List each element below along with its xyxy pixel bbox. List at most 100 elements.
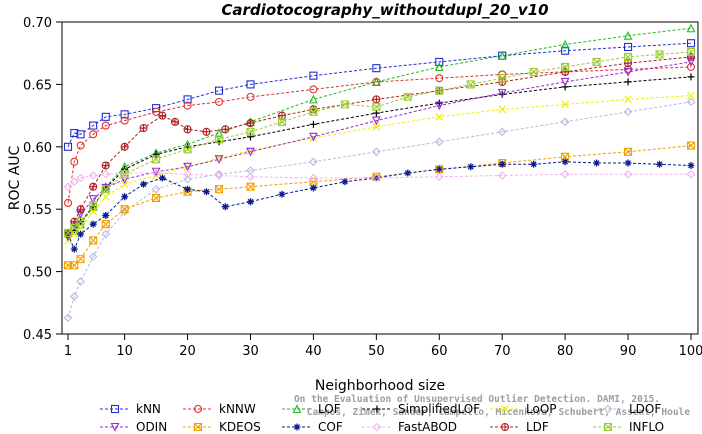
data-point <box>341 178 349 186</box>
data-point <box>152 104 161 113</box>
data-point <box>277 117 287 126</box>
data-point <box>687 162 695 170</box>
data-point <box>221 125 230 134</box>
data-point <box>214 97 224 106</box>
data-point <box>246 92 255 101</box>
data-point <box>214 128 224 138</box>
x-tick-label: 80 <box>557 344 574 359</box>
data-point <box>120 170 129 179</box>
data-point <box>560 77 570 87</box>
data-point <box>89 183 97 191</box>
x-tick-label: 30 <box>242 344 259 359</box>
y-tick-label: 0.70 <box>23 16 52 31</box>
y-axis: 0.45 0.50 0.55 0.60 0.65 0.70 <box>23 16 62 343</box>
data-point <box>120 180 129 189</box>
data-point <box>140 180 148 188</box>
data-point <box>76 141 85 150</box>
series-cof <box>64 158 695 253</box>
data-point <box>624 59 633 68</box>
data-point <box>88 171 98 180</box>
data-point <box>686 62 696 71</box>
data-point <box>686 47 696 57</box>
data-point <box>214 171 224 180</box>
data-point <box>292 404 302 414</box>
series-kdeos <box>63 141 696 270</box>
data-point <box>293 423 301 431</box>
data-point <box>89 220 97 228</box>
data-point <box>70 292 79 301</box>
data-point <box>171 118 179 126</box>
data-point <box>110 404 120 414</box>
series-layer <box>63 23 696 323</box>
data-point <box>77 230 85 238</box>
data-point <box>372 422 382 432</box>
data-point <box>309 120 317 128</box>
data-point <box>497 89 507 98</box>
data-point <box>102 162 110 170</box>
data-point <box>184 185 192 193</box>
data-point <box>603 422 613 432</box>
data-point <box>120 205 129 214</box>
data-point <box>221 203 229 211</box>
data-point <box>466 80 475 89</box>
data-point <box>623 30 633 40</box>
data-point <box>309 85 318 94</box>
data-point <box>183 101 192 110</box>
data-point <box>139 124 148 133</box>
data-point <box>70 129 79 138</box>
data-point <box>63 198 73 208</box>
data-point <box>152 150 160 158</box>
plot-frame <box>61 21 699 335</box>
y-tick-label: 0.55 <box>23 203 52 218</box>
data-point <box>183 162 192 172</box>
data-point <box>686 141 696 150</box>
data-point <box>183 174 192 184</box>
legend-label: LoOP <box>526 402 557 416</box>
data-point <box>183 95 192 104</box>
data-point <box>372 102 381 111</box>
data-point <box>467 163 475 171</box>
x-tick-label: 60 <box>431 344 448 359</box>
data-point <box>373 405 381 413</box>
legend-item-odin: ODIN <box>100 420 167 434</box>
data-point <box>246 80 255 89</box>
y-tick-label: 0.45 <box>23 328 52 343</box>
data-point <box>214 169 224 179</box>
data-point <box>76 255 85 264</box>
data-point <box>686 169 696 179</box>
x-tick-label: 70 <box>494 344 511 359</box>
data-point <box>623 107 633 117</box>
series-line <box>67 42 692 148</box>
data-point <box>101 169 111 179</box>
data-point <box>120 110 129 119</box>
chart-title: Cardiotocography_withoutdupl_20_v10 <box>221 1 548 19</box>
y-axis-label: ROC AUC <box>7 145 23 210</box>
data-point <box>686 97 696 107</box>
series-ldof <box>63 97 696 323</box>
legend-item-ldof: LDOF <box>593 402 661 416</box>
data-point <box>434 101 444 111</box>
data-point <box>183 145 192 154</box>
data-point <box>183 169 192 179</box>
data-point <box>687 91 695 100</box>
legend-item-loop: LoOP <box>490 402 557 416</box>
data-point <box>101 161 110 170</box>
data-point <box>246 127 255 136</box>
data-point <box>309 157 318 167</box>
data-point <box>593 159 601 167</box>
data-point <box>158 174 166 182</box>
data-point <box>120 207 129 216</box>
watermark-line-2: On the Evaluation of Unsupervised Outlie… <box>294 394 660 405</box>
data-point <box>309 132 318 142</box>
data-point <box>121 193 129 201</box>
x-axis-label: Neighborhood size <box>315 378 445 394</box>
data-point <box>501 423 509 431</box>
x-axis: 1 10 20 30 40 50 60 70 80 90 100 <box>64 334 702 359</box>
data-point <box>404 169 412 177</box>
x-tick-label: 100 <box>679 344 702 359</box>
data-point <box>372 122 381 131</box>
data-point <box>624 147 633 156</box>
x-tick-label: 40 <box>305 344 322 359</box>
series-line <box>68 145 692 266</box>
